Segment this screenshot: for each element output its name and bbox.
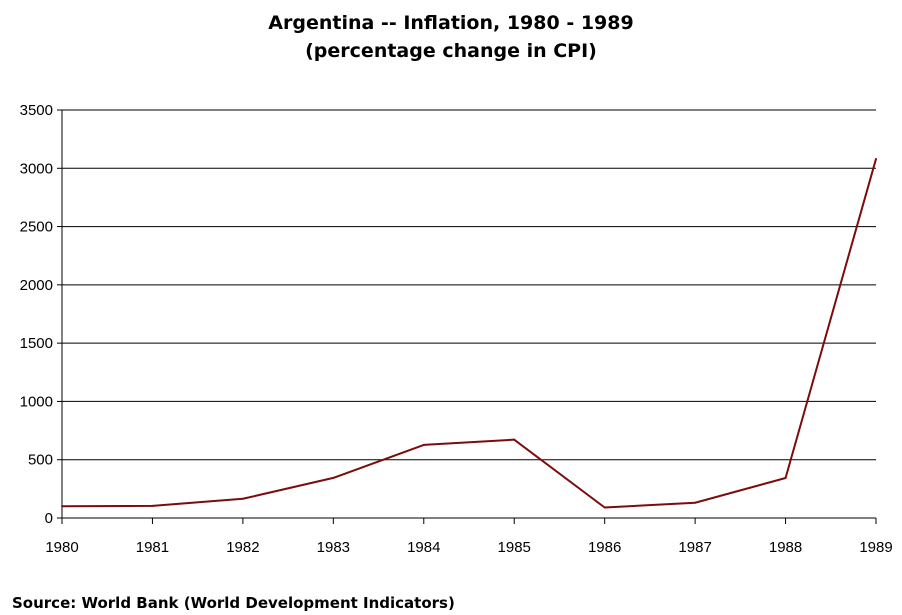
- data-point: [422, 443, 425, 446]
- axes: [61, 110, 876, 519]
- y-axis-ticks: 0 500 1000 1500 2000 2500 3000 3500: [20, 102, 62, 527]
- data-point: [875, 157, 877, 160]
- x-tick-label: 1987: [678, 539, 711, 556]
- data-point: [694, 501, 697, 504]
- series-line: [61, 158, 877, 509]
- y-tick-label: 500: [28, 452, 53, 469]
- x-tick-label: 1983: [317, 539, 350, 556]
- data-point: [513, 438, 516, 441]
- series-group: [61, 157, 877, 509]
- chart-title: Argentina -- Inflation, 1980 - 1989: [268, 12, 634, 34]
- y-tick-label: 2500: [20, 219, 53, 236]
- data-point: [151, 504, 154, 507]
- x-tick-label: 1988: [769, 539, 802, 556]
- chart-subtitle: (percentage change in CPI): [305, 40, 597, 62]
- x-tick-label: 1980: [45, 539, 78, 556]
- x-tick-label: 1982: [226, 539, 259, 556]
- x-tick-label: 1985: [498, 539, 531, 556]
- y-tick-label: 1000: [20, 393, 53, 410]
- data-point: [603, 506, 606, 509]
- x-axis-ticks: 1980 1981 1982 1983 1984 1985 1986 1987 1988 1989: [45, 518, 893, 556]
- y-tick-label: 3000: [20, 160, 53, 177]
- y-tick-label: 3500: [20, 102, 53, 119]
- y-tick-label: 1500: [20, 335, 53, 352]
- source-note: Source: World Bank (World Development In…: [12, 594, 455, 612]
- x-tick-label: 1989: [859, 539, 892, 556]
- data-point: [784, 477, 787, 480]
- data-point: [241, 497, 244, 500]
- data-point: [61, 505, 63, 508]
- x-tick-label: 1981: [136, 539, 169, 556]
- x-tick-label: 1984: [407, 539, 440, 556]
- y-tick-label: 2000: [20, 277, 53, 294]
- x-tick-label: 1986: [588, 539, 621, 556]
- gridlines: [62, 109, 876, 461]
- data-point: [332, 476, 335, 479]
- y-tick-label: 0: [45, 510, 53, 527]
